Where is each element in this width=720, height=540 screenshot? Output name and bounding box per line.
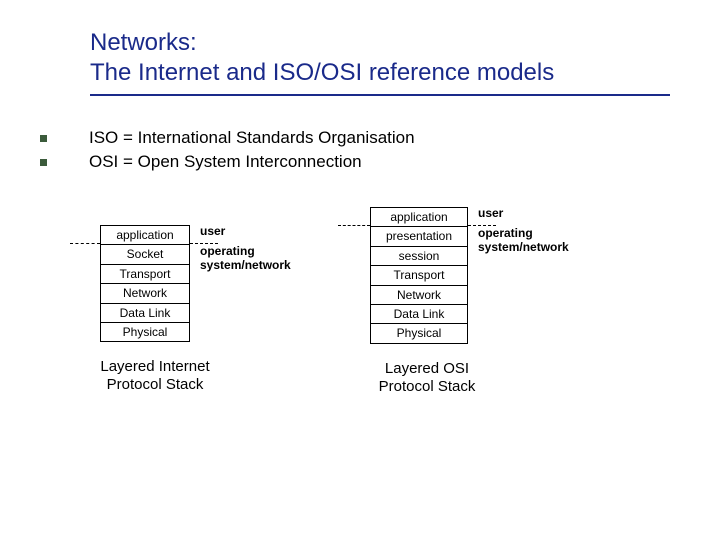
bullet-item: OSI = Open System Interconnection [40, 152, 415, 172]
title-underline [90, 94, 670, 96]
layer-box: Network [100, 283, 190, 303]
caption-line-1: Layered OSI [352, 360, 502, 378]
osi-caption: Layered OSI Protocol Stack [352, 360, 502, 396]
slide-title-block: Networks: The Internet and ISO/OSI refer… [90, 28, 670, 96]
side-label-os-line2: system/network [200, 259, 291, 273]
side-label-os-line1: operating [200, 245, 291, 259]
bullet-text: ISO = International Standards Organisati… [89, 128, 415, 148]
layer-box: Data Link [370, 304, 468, 324]
layer-box: Transport [370, 265, 468, 285]
caption-line-2: Protocol Stack [80, 376, 230, 394]
osi-stack-diagram: user operating system/network applicatio… [370, 207, 502, 396]
layer-box: Transport [100, 264, 190, 284]
side-label-user: user [200, 225, 225, 239]
bullet-list: ISO = International Standards Organisati… [40, 128, 415, 176]
side-label-user: user [478, 207, 503, 221]
dashed-line [338, 225, 370, 226]
bullet-text: OSI = Open System Interconnection [89, 152, 362, 172]
internet-caption: Layered Internet Protocol Stack [80, 358, 230, 394]
layer-box: Physical [100, 322, 190, 342]
side-label-user-text: user [200, 224, 225, 238]
side-label-os: operating system/network [200, 245, 291, 273]
layer-box: presentation [370, 226, 468, 246]
caption-line-2: Protocol Stack [352, 378, 502, 396]
layer-box: session [370, 246, 468, 266]
layer-box: application [100, 225, 190, 245]
title-line-1: Networks: [90, 28, 670, 58]
side-label-os-line1: operating [478, 227, 569, 241]
caption-line-1: Layered Internet [80, 358, 230, 376]
layer-box: application [370, 207, 468, 227]
layer-box: Network [370, 285, 468, 305]
bullet-square-icon [40, 135, 47, 142]
dashed-line [70, 243, 100, 244]
bullet-item: ISO = International Standards Organisati… [40, 128, 415, 148]
internet-stack-diagram: user operating system/network applicatio… [100, 225, 230, 396]
layer-box: Socket [100, 244, 190, 264]
layer-box: Physical [370, 323, 468, 343]
layer-box: Data Link [100, 303, 190, 323]
side-label-os: operating system/network [478, 227, 569, 255]
title-line-2: The Internet and ISO/OSI reference model… [90, 58, 670, 88]
side-label-user-text: user [478, 206, 503, 220]
bullet-square-icon [40, 159, 47, 166]
side-label-os-line2: system/network [478, 241, 569, 255]
diagrams-row: user operating system/network applicatio… [70, 225, 670, 396]
